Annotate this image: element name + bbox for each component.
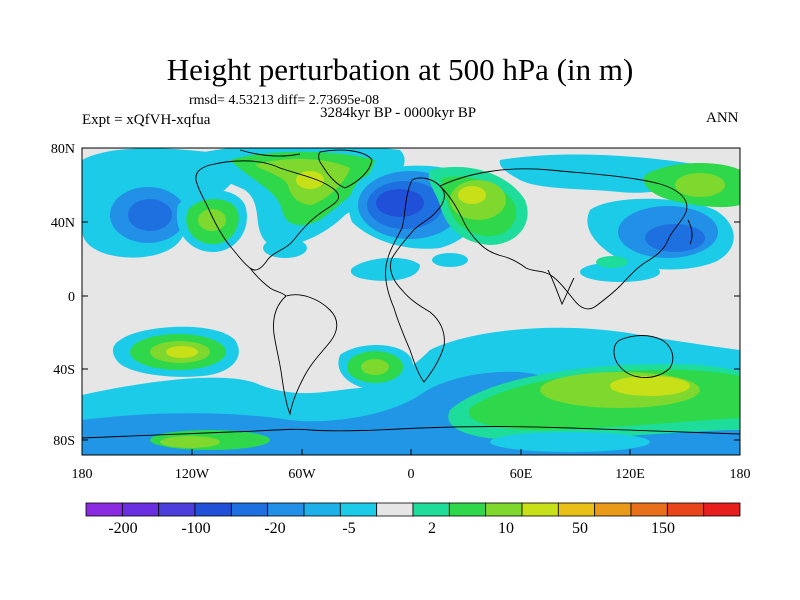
- contour-western-na-lime: [198, 209, 226, 231]
- colorbar-label: 50: [572, 520, 588, 537]
- colorbar-label: 10: [498, 520, 514, 537]
- season-label: ANN: [706, 110, 739, 126]
- colorbar-cell: [158, 502, 196, 517]
- contour-north-atlantic-dark-blue: [376, 189, 424, 217]
- contour-antarctic-cyan: [490, 432, 650, 452]
- latitude-labels: 80N 40N 0 40S 80S: [51, 142, 75, 449]
- lat-label: 80S: [53, 434, 75, 449]
- colorbar-cell: [376, 502, 414, 517]
- colorbar-label: -5: [342, 520, 355, 537]
- coastline-europe-africa: [385, 177, 445, 383]
- lat-label: 80N: [51, 142, 75, 157]
- coastlines: [82, 149, 740, 439]
- lon-label: 0: [408, 467, 415, 482]
- colorbar-cell: [230, 502, 269, 517]
- coastline-greenland: [318, 149, 373, 189]
- longitude-labels: 180 120W 60W 0 60E 120E 180: [72, 467, 751, 482]
- figure-title: Height perturbation at 500 hPa (in m): [166, 52, 634, 87]
- period-label: 3284kyr BP - 0000kyr BP: [320, 105, 477, 121]
- colorbar-label: -20: [264, 520, 285, 537]
- contour-arctic-canada-yellow: [296, 171, 324, 189]
- coastline-australia: [613, 335, 674, 379]
- contour-mideast-cyan-dot: [432, 253, 468, 267]
- colorbar-cell: [557, 502, 596, 517]
- lat-label: 40N: [51, 216, 75, 231]
- coastline-japan: [687, 219, 693, 245]
- colorbar-cell: [594, 502, 632, 517]
- coastline-central-america: [249, 267, 287, 297]
- lon-label: 120E: [615, 467, 645, 482]
- colorbar-cell: [630, 502, 668, 517]
- lat-label: 40S: [53, 363, 75, 378]
- contour-eurasia-yellow: [458, 186, 486, 204]
- contour-south-pacific-yellow: [166, 346, 198, 358]
- colorbar-label: -100: [181, 520, 210, 537]
- contour-east-asia-mid-blue: [645, 224, 705, 252]
- colorbar-cell: [267, 502, 305, 517]
- lon-label: 180: [72, 467, 93, 482]
- contour-japan-green: [596, 256, 628, 268]
- contour-sw-pacific-lime: [160, 436, 220, 448]
- colorbar-cell: [85, 502, 123, 517]
- lon-label: 120W: [175, 467, 210, 482]
- colorbar-labels: -200 -100 -20 -5 2 10 50 150: [108, 520, 675, 537]
- colorbar-cell: [194, 502, 232, 517]
- lon-label: 60E: [510, 467, 533, 482]
- lon-label: 60W: [288, 467, 316, 482]
- colorbar-cell: [521, 502, 559, 517]
- experiment-label: Expt = xQfVH-xqfua: [82, 112, 211, 128]
- colorbar-cell: [339, 502, 378, 517]
- coastline-arctic-islands: [239, 149, 301, 157]
- contour-midlat-cyan-dot: [375, 262, 415, 278]
- coastline-north-america: [195, 160, 340, 271]
- colorbar-label: -200: [108, 520, 137, 537]
- contour-north-pacific-mid-blue: [128, 199, 172, 231]
- colorbar-label: 150: [651, 520, 675, 537]
- colorbar-cell: [485, 502, 523, 517]
- colorbar-label: 2: [428, 520, 436, 537]
- colorbar-cell: [448, 502, 487, 517]
- colorbar-cell: [303, 502, 341, 517]
- coastline-antarctica: [82, 426, 740, 439]
- colorbar-cell: [703, 502, 741, 517]
- coastline-india: [547, 269, 575, 306]
- contour-south-atlantic-lime: [361, 359, 389, 375]
- colorbar: [85, 502, 741, 517]
- tick-marks: [81, 147, 741, 455]
- coastline-south-america: [273, 294, 338, 416]
- coastline-asia: [439, 168, 688, 310]
- contour-maritime-cyan: [580, 262, 660, 282]
- colorbar-cell: [412, 502, 450, 517]
- lat-label: 0: [68, 290, 75, 305]
- colorbar-cell: [666, 502, 705, 517]
- contour-north-pacific-east-lime: [675, 173, 725, 197]
- colorbar-cell: [121, 502, 160, 517]
- lon-label: 180: [730, 467, 751, 482]
- stats-line: rmsd= 4.53213 diff= 2.73695e-08: [189, 93, 380, 108]
- contour-field: [82, 148, 740, 455]
- contour-southern-ocean-yellow: [610, 376, 690, 396]
